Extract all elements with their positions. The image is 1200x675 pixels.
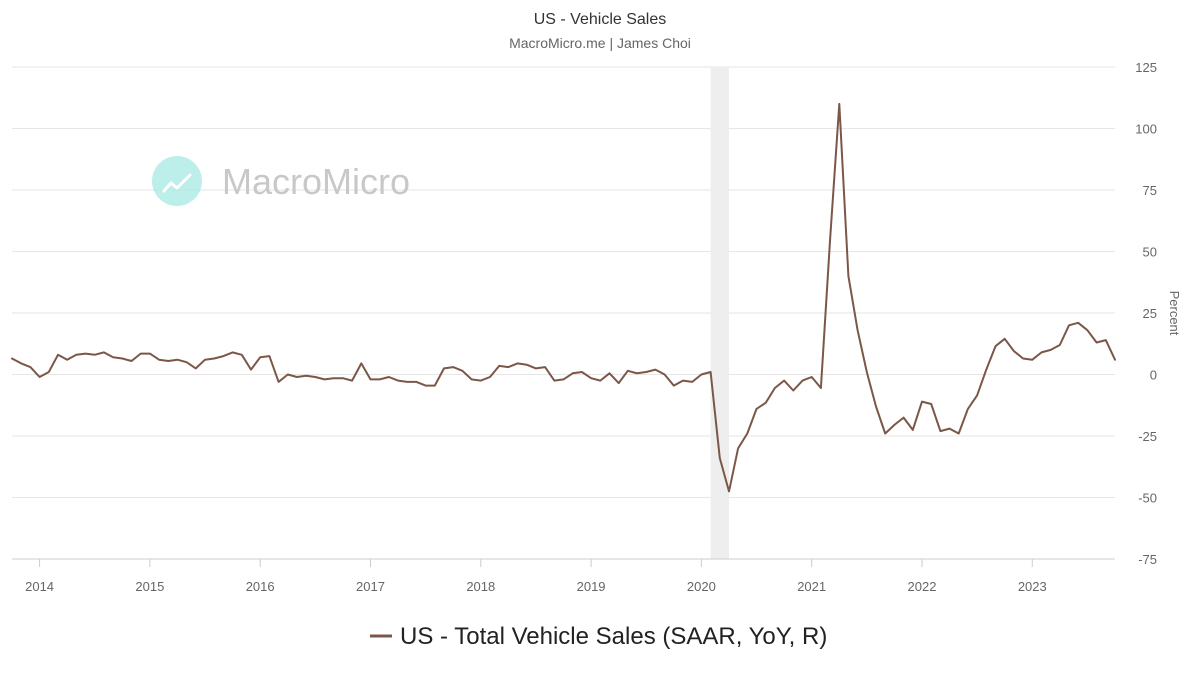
x-tick-label: 2022: [908, 579, 937, 594]
x-tick-label: 2018: [466, 579, 495, 594]
y-tick-label: 125: [1135, 60, 1157, 75]
series-layer: [11, 102, 1116, 493]
recession-band-layer: [710, 67, 729, 559]
y-tick-label: -75: [1138, 552, 1157, 567]
y-axis-title: Percent: [1167, 291, 1182, 336]
x-tick-label: 2016: [246, 579, 275, 594]
x-tick-label: 2019: [577, 579, 606, 594]
y-tick-label: 100: [1135, 122, 1157, 137]
watermark-logo-icon: [152, 156, 202, 206]
x-tick-label: 2021: [797, 579, 826, 594]
legend[interactable]: US - Total Vehicle Sales (SAAR, YoY, R): [370, 623, 827, 650]
watermark-logo-chart-glyph: [162, 173, 192, 193]
x-tick-label: 2020: [687, 579, 716, 594]
y-tick-label: -25: [1138, 429, 1157, 444]
series-line[interactable]: [11, 102, 1116, 493]
legend-label: US - Total Vehicle Sales (SAAR, YoY, R): [400, 623, 827, 650]
recession-band: [710, 67, 729, 559]
x-axis: 2014 2015 2016 2017 2018 2019 2020 2021 2022 2023: [12, 558, 1115, 594]
watermark-text: MacroMicro: [222, 161, 410, 202]
y-tick-label: 25: [1143, 306, 1157, 321]
y-tick-label: -50: [1138, 491, 1157, 506]
x-tick-label: 2014: [25, 579, 54, 594]
y-axis: 125 100 75 50 25 0 -25 -50 -75: [1135, 60, 1157, 567]
y-tick-label: 0: [1150, 368, 1157, 383]
x-tick-label: 2017: [356, 579, 385, 594]
watermark: MacroMicro: [152, 156, 410, 206]
y-tick-label: 50: [1143, 245, 1157, 260]
x-tick-label: 2015: [135, 579, 164, 594]
x-tick-label: 2023: [1018, 579, 1047, 594]
y-tick-label: 75: [1143, 183, 1157, 198]
chart-title: US - Vehicle Sales: [534, 11, 667, 28]
gridlines: [12, 66, 1115, 560]
chart-subtitle: MacroMicro.me | James Choi: [509, 35, 691, 51]
